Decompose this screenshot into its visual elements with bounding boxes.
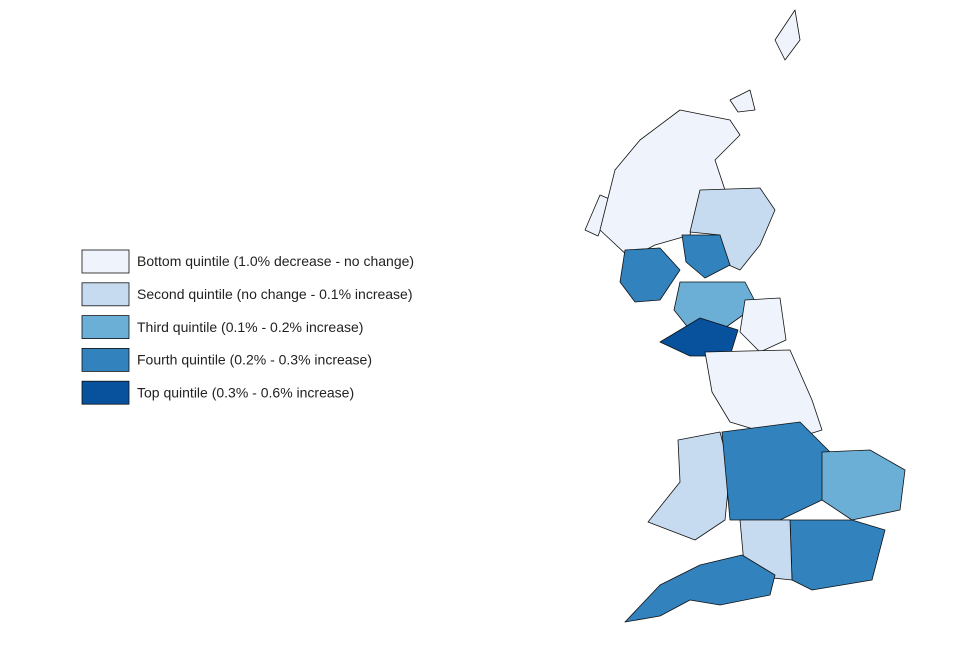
legend-label: Fourth quintile (0.2% - 0.3% increase) xyxy=(137,352,372,368)
region xyxy=(659,317,739,357)
region xyxy=(781,519,886,591)
region xyxy=(624,554,776,623)
legend-label: Bottom quintile (1.0% decrease - no chan… xyxy=(137,253,414,269)
legend-label: Top quintile (0.3% - 0.6% increase) xyxy=(137,384,354,400)
region xyxy=(774,9,801,61)
legend-swatch xyxy=(81,282,130,307)
region xyxy=(619,247,681,303)
legend-swatch xyxy=(81,315,130,340)
legend: Bottom quintile (1.0% decrease - no chan… xyxy=(81,249,414,405)
region xyxy=(689,187,776,271)
region xyxy=(647,431,731,541)
region xyxy=(599,109,741,259)
region xyxy=(739,297,787,353)
region xyxy=(821,449,906,521)
legend-swatch xyxy=(81,347,130,372)
region xyxy=(681,234,731,279)
region xyxy=(729,89,756,113)
legend-label: Second quintile (no change - 0.1% increa… xyxy=(137,286,413,302)
legend-swatch xyxy=(81,249,130,274)
region xyxy=(721,421,831,521)
legend-label: Third quintile (0.1% - 0.2% increase) xyxy=(137,319,363,335)
legend-swatch xyxy=(81,380,130,405)
map xyxy=(584,9,906,623)
